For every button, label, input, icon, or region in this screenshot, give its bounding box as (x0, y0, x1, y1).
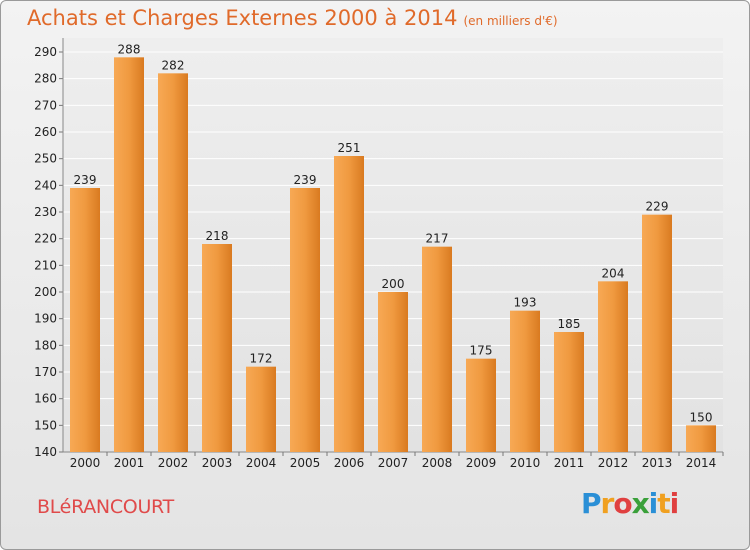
x-tick-label: 2008 (422, 456, 453, 470)
data-label: 217 (426, 232, 449, 246)
x-tick-label: 2012 (598, 456, 629, 470)
y-tick-label: 200 (34, 285, 57, 299)
logo-letter: x (631, 487, 650, 520)
y-tick-label: 250 (34, 152, 57, 166)
data-label: 251 (338, 141, 361, 155)
y-tick-label: 290 (34, 45, 57, 59)
y-tick-label: 170 (34, 365, 57, 379)
bar (598, 281, 628, 452)
x-tick-label: 2005 (290, 456, 321, 470)
y-tick-label: 280 (34, 72, 57, 86)
x-tick-label: 2009 (466, 456, 497, 470)
chart-unit: (en milliers d'€) (463, 14, 558, 28)
bar (378, 292, 408, 452)
bar (642, 214, 672, 452)
bar (202, 244, 232, 452)
data-label: 175 (470, 344, 493, 358)
bar (114, 57, 144, 452)
y-tick-label: 160 (34, 392, 57, 406)
bar (686, 425, 716, 452)
commune-name: BLéRANCOURT (37, 496, 174, 518)
y-tick-label: 220 (34, 232, 57, 246)
x-tick-label: 2010 (510, 456, 541, 470)
x-tick-label: 2014 (686, 456, 717, 470)
data-label: 172 (250, 352, 273, 366)
bar (246, 366, 276, 452)
x-tick-label: 2011 (554, 456, 585, 470)
logo-letter: i (648, 487, 659, 520)
logo-letter: t (657, 487, 670, 520)
y-tick-label: 240 (34, 178, 57, 192)
x-tick-label: 2013 (642, 456, 673, 470)
data-label: 218 (206, 229, 229, 243)
bar (422, 246, 452, 452)
data-label: 185 (558, 317, 581, 331)
y-tick-label: 270 (34, 98, 57, 112)
logo-letter: i (669, 487, 680, 520)
y-tick-label: 210 (34, 258, 57, 272)
data-label: 282 (162, 58, 185, 72)
x-tick-label: 2002 (158, 456, 189, 470)
bar (70, 188, 100, 452)
x-tick-label: 2003 (202, 456, 233, 470)
data-label: 200 (382, 277, 405, 291)
bar (158, 73, 188, 452)
bar (290, 188, 320, 452)
x-tick-label: 2007 (378, 456, 409, 470)
bar (334, 156, 364, 452)
logo-letter: o (613, 487, 632, 520)
chart-title: Achats et Charges Externes 2000 à 2014 (e… (27, 6, 558, 30)
data-label: 193 (514, 296, 537, 310)
logo-letter: P (581, 487, 602, 520)
data-label: 239 (74, 173, 97, 187)
x-tick-label: 2000 (70, 456, 101, 470)
y-tick-label: 230 (34, 205, 57, 219)
bar (466, 358, 496, 452)
y-tick-label: 260 (34, 125, 57, 139)
x-tick-label: 2006 (334, 456, 365, 470)
data-label: 229 (646, 200, 669, 214)
bar (554, 332, 584, 452)
proxiti-logo: Proxiti (581, 487, 680, 520)
y-tick-label: 140 (34, 445, 57, 459)
bar (510, 310, 540, 452)
data-label: 204 (602, 266, 625, 280)
data-label: 150 (690, 410, 713, 424)
x-tick-label: 2004 (246, 456, 277, 470)
y-tick-label: 190 (34, 312, 57, 326)
logo-letter: r (600, 487, 615, 520)
chart-title-text: Achats et Charges Externes 2000 à 2014 (27, 6, 458, 30)
data-label: 288 (118, 42, 141, 56)
data-label: 239 (294, 173, 317, 187)
y-tick-label: 180 (34, 338, 57, 352)
y-tick-label: 150 (34, 418, 57, 432)
x-tick-label: 2001 (114, 456, 145, 470)
